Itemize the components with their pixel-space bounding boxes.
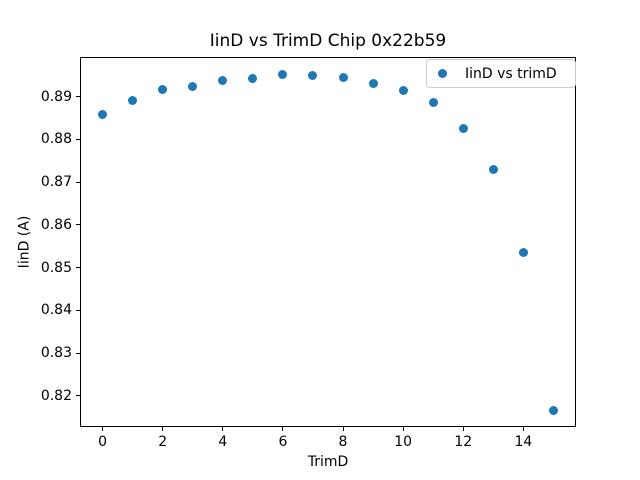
y-tick-label: 0.82: [40, 387, 72, 404]
legend-marker-dot: [438, 69, 447, 78]
chart-title: IinD vs TrimD Chip 0x22b59: [209, 31, 447, 51]
data-point: [98, 109, 108, 119]
y-tick-label: 0.86: [40, 216, 72, 233]
x-tick-mark: [102, 427, 104, 432]
data-point: [458, 123, 468, 133]
data-point: [158, 84, 168, 94]
data-point: [188, 81, 198, 91]
data-point: [338, 72, 348, 82]
data-point: [218, 75, 228, 85]
legend: IinD vs trimD: [426, 59, 576, 88]
data-point: [368, 78, 378, 88]
y-axis-label: IinD (A): [16, 215, 33, 269]
x-tick-mark: [402, 427, 404, 432]
x-tick-mark: [282, 427, 284, 432]
y-tick-mark: [76, 267, 80, 269]
x-tick-label: 8: [338, 434, 348, 451]
x-tick-label: 2: [158, 434, 168, 451]
x-tick-label: 14: [514, 434, 533, 451]
y-tick-label: 0.87: [40, 174, 72, 191]
y-tick-mark: [76, 181, 80, 183]
x-tick-label: 10: [394, 434, 413, 451]
x-tick-mark: [162, 427, 164, 432]
legend-label: IinD vs trimD: [465, 65, 557, 82]
data-point: [128, 95, 138, 105]
y-tick-label: 0.83: [40, 345, 72, 362]
y-tick-label: 0.84: [40, 302, 72, 319]
data-point: [428, 98, 438, 108]
data-point: [518, 247, 528, 257]
y-tick-label: 0.88: [40, 131, 72, 148]
y-tick-mark: [76, 352, 80, 354]
x-tick-label: 12: [454, 434, 473, 451]
x-tick-mark: [222, 427, 224, 432]
x-axis-label: TrimD: [307, 454, 349, 470]
x-tick-mark: [522, 427, 524, 432]
data-point: [248, 74, 258, 84]
x-tick-label: 6: [278, 434, 288, 451]
y-tick-mark: [76, 224, 80, 226]
x-tick-label: 4: [218, 434, 228, 451]
data-point: [488, 164, 498, 174]
y-tick-mark: [76, 395, 80, 397]
x-tick-label: 0: [98, 434, 107, 451]
data-point: [278, 69, 288, 79]
y-tick-label: 0.89: [40, 88, 72, 105]
x-tick-mark: [342, 427, 344, 432]
x-tick-mark: [462, 427, 464, 432]
y-tick-mark: [76, 138, 80, 140]
plot-area: [80, 57, 576, 427]
data-point: [308, 71, 318, 81]
data-point: [548, 406, 558, 416]
y-tick-label: 0.85: [40, 259, 72, 276]
data-point: [398, 86, 408, 96]
y-tick-mark: [76, 96, 80, 98]
y-tick-mark: [76, 309, 80, 311]
